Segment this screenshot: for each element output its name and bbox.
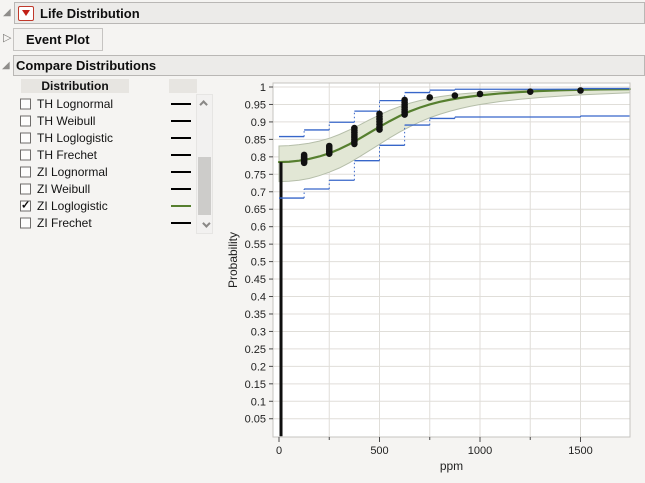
line-style-swatch <box>171 205 191 208</box>
y-tick-label: 0.55 <box>245 239 266 251</box>
distribution-row[interactable]: TH Loglogistic <box>0 129 196 146</box>
y-tick-label: 0.4 <box>251 292 266 304</box>
data-point <box>451 92 459 99</box>
distribution-checkbox[interactable] <box>20 149 31 161</box>
distribution-row[interactable]: TH Weibull <box>0 112 196 129</box>
chevron-down-icon <box>201 219 211 228</box>
distribution-checkbox[interactable] <box>20 166 31 178</box>
x-tick-label: 0 <box>276 445 282 457</box>
y-tick-label: 0.95 <box>245 99 266 111</box>
scrollbar-thumb[interactable] <box>198 157 211 215</box>
compare-distributions-title: Compare Distributions <box>16 58 157 73</box>
disclosure-open-icon[interactable]: ◢ <box>2 60 10 71</box>
distribution-checkbox[interactable] <box>20 98 31 110</box>
data-point <box>300 151 308 159</box>
line-style-swatch <box>171 222 191 225</box>
distribution-label: TH Lognormal <box>37 96 114 111</box>
distribution-label: ZI Loglogistic <box>37 199 108 214</box>
distribution-row[interactable]: ZI Frechet <box>0 215 196 232</box>
y-tick-label: 0.2 <box>251 361 266 373</box>
y-tick-label: 0.25 <box>245 344 266 356</box>
line-style-swatch <box>171 102 191 105</box>
line-style-swatch <box>171 153 191 156</box>
life-distribution-header: Life Distribution <box>14 2 645 24</box>
data-point <box>526 88 534 96</box>
y-tick-label: 0.05 <box>245 414 266 426</box>
event-plot-title: Event Plot <box>26 32 90 47</box>
data-point <box>376 110 383 118</box>
distribution-list: TH Lognormal TH Weibull TH Loglogistic TH F… <box>0 95 196 232</box>
x-axis-title: ppm <box>440 459 463 473</box>
y-axis-title: Probability <box>226 232 240 288</box>
y-tick-label: 0.15 <box>245 379 266 391</box>
y-tick-label: 1 <box>260 82 266 94</box>
plot-border <box>272 82 631 438</box>
distribution-checkbox[interactable] <box>20 115 31 127</box>
distribution-checkbox[interactable] <box>20 132 31 144</box>
y-tick-label: 0.9 <box>251 117 266 129</box>
event-plot-header[interactable]: Event Plot <box>13 28 103 51</box>
data-point <box>577 87 584 94</box>
distribution-label: TH Loglogistic <box>37 130 114 145</box>
y-tick-label: 0.35 <box>245 309 266 321</box>
compare-distributions-header: Compare Distributions <box>13 55 645 76</box>
line-style-swatch <box>171 136 191 139</box>
distribution-label: ZI Frechet <box>37 216 92 231</box>
distribution-label: ZI Weibull <box>37 182 91 197</box>
x-tick-label: 1000 <box>468 445 492 457</box>
y-tick-label: 0.75 <box>245 169 266 181</box>
data-point <box>325 142 333 150</box>
data-point <box>351 124 358 132</box>
x-tick-label: 1500 <box>568 445 592 457</box>
distribution-row[interactable]: TH Lognormal <box>0 95 196 112</box>
distribution-list-scrollbar[interactable] <box>196 94 213 234</box>
distribution-checkbox[interactable] <box>20 183 31 195</box>
y-tick-label: 0.3 <box>251 326 266 338</box>
red-triangle-menu-button[interactable] <box>18 5 34 21</box>
y-tick-label: 0.65 <box>245 204 266 216</box>
data-point <box>401 96 408 104</box>
distribution-label: ZI Lognormal <box>37 164 108 179</box>
distribution-row[interactable]: ZI Weibull <box>0 180 196 197</box>
distribution-row[interactable]: TH Frechet <box>0 146 196 163</box>
y-tick-label: 0.8 <box>251 152 266 164</box>
distribution-column-header: Distribution <box>21 79 129 93</box>
disclosure-closed-icon[interactable]: ▷ <box>3 32 12 44</box>
probability-plot[interactable]: 10.950.90.850.80.750.70.650.60.550.50.45… <box>225 78 645 483</box>
distribution-checkbox[interactable]: ✓ <box>20 199 31 212</box>
distribution-row[interactable]: ZI Lognormal <box>0 163 196 180</box>
disclosure-open-icon[interactable]: ◢ <box>3 7 11 18</box>
y-tick-label: 0.7 <box>251 187 266 199</box>
y-tick-label: 0.85 <box>245 134 266 146</box>
scroll-down-button[interactable] <box>197 219 212 231</box>
line-style-swatch <box>171 119 191 122</box>
y-tick-label: 0.5 <box>251 257 266 269</box>
data-point <box>426 94 434 101</box>
x-tick-label: 500 <box>370 445 388 457</box>
line-style-swatch <box>171 170 191 173</box>
red-triangle-icon <box>22 10 30 16</box>
line-style-swatch <box>171 188 191 191</box>
distribution-label: TH Frechet <box>37 147 98 162</box>
y-tick-label: 0.6 <box>251 222 266 234</box>
y-tick-label: 0.1 <box>251 396 266 408</box>
y-tick-label: 0.45 <box>245 274 266 286</box>
data-point <box>476 90 484 98</box>
line-style-column-header <box>169 79 197 93</box>
distribution-checkbox[interactable] <box>20 217 31 229</box>
distribution-row[interactable]: ✓ ZI Loglogistic <box>0 198 196 215</box>
distribution-label: TH Weibull <box>37 113 96 128</box>
life-distribution-title: Life Distribution <box>40 5 140 21</box>
chevron-up-icon <box>198 100 208 109</box>
scroll-up-button[interactable] <box>197 97 212 109</box>
